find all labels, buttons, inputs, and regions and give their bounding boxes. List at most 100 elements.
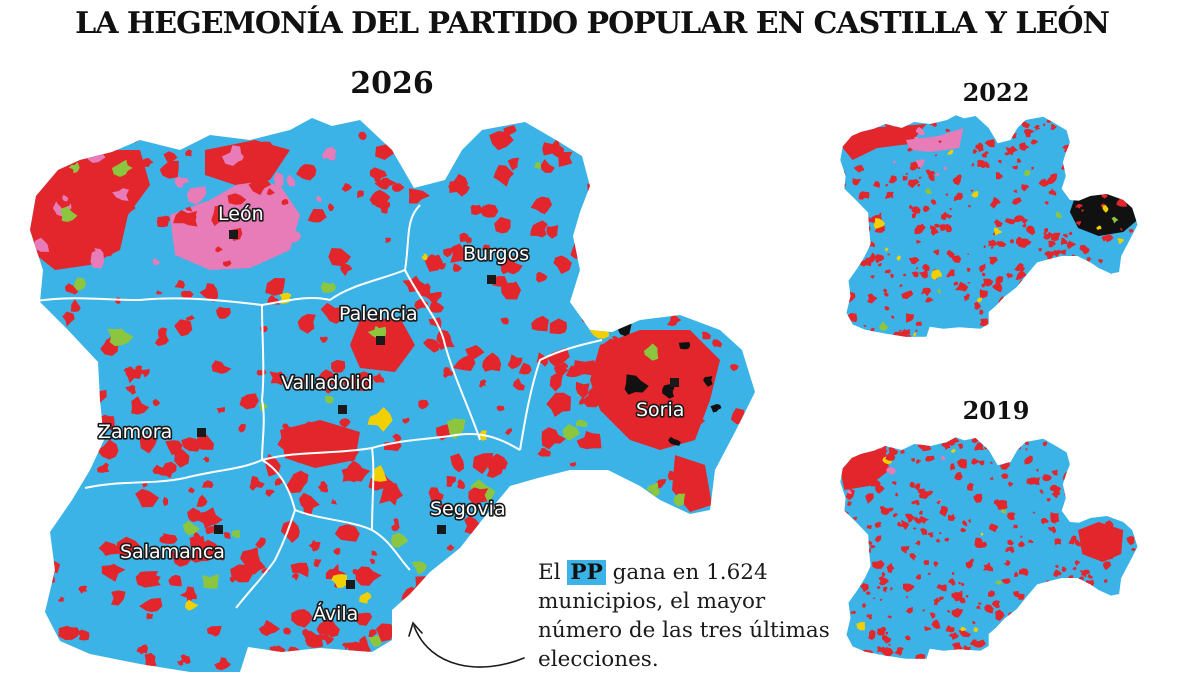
map-2022-municipality	[974, 301, 982, 310]
map-2026-municipality	[630, 530, 649, 547]
map-2019-municipality	[1005, 546, 1015, 554]
map-2026-municipality	[185, 206, 193, 212]
map-2026-municipality	[489, 453, 508, 470]
map-2019-municipality	[927, 447, 932, 451]
map-2022-municipality	[905, 313, 914, 323]
map-2026-municipality	[286, 174, 295, 187]
map-2019-municipality	[1078, 576, 1084, 581]
map-2022-municipality	[902, 175, 908, 181]
map-2019-municipality	[898, 519, 910, 530]
map-2022-municipality	[1132, 138, 1138, 145]
map-2026-municipality	[591, 159, 611, 179]
map-2019-municipality	[1010, 619, 1020, 626]
map-2022-municipality	[1079, 244, 1090, 255]
map-2019-municipality	[956, 458, 967, 469]
map-2026-municipality	[64, 283, 76, 295]
map-2026-municipality	[375, 125, 387, 138]
map-2019-municipality	[847, 501, 852, 507]
map-2022-municipality	[1075, 321, 1084, 328]
map-2019-municipality	[927, 572, 931, 575]
city-marker-burgos	[487, 275, 496, 284]
map-2026-municipality	[540, 159, 555, 173]
map-2022-municipality	[917, 183, 921, 188]
map-2019-municipality	[1089, 640, 1096, 646]
map-2026-municipality	[718, 522, 729, 533]
map-2019-municipality	[840, 564, 849, 573]
map-2022-municipality	[885, 183, 888, 187]
map-2019-municipality	[855, 552, 859, 556]
map-2022-municipality	[989, 196, 1001, 209]
map-2019-municipality	[1007, 539, 1014, 546]
map-2022-municipality	[947, 215, 952, 219]
map-2019-municipality	[1093, 606, 1101, 613]
map-2022-municipality	[1071, 318, 1079, 326]
map-2022-municipality	[998, 325, 1006, 332]
map-2022-municipality	[943, 166, 948, 170]
map-2022-municipality	[1088, 141, 1092, 144]
map-2019-municipality	[1087, 641, 1094, 649]
map-2019-municipality	[1079, 478, 1089, 489]
map-2026-municipality	[482, 352, 502, 372]
map-2026-municipality	[179, 586, 197, 605]
map-2019-municipality	[1132, 447, 1138, 452]
map-2026-municipality	[390, 532, 409, 548]
map-2022-municipality	[1119, 164, 1128, 174]
map-2026-municipality	[30, 429, 48, 449]
map-2022-municipality	[911, 206, 921, 214]
map-2022-municipality	[1050, 232, 1061, 242]
map-2019-municipality	[1079, 447, 1084, 452]
map-2022-municipality	[902, 273, 907, 277]
map-2019-municipality	[973, 627, 979, 633]
map-2026-municipality	[635, 222, 643, 230]
map-2022-municipality	[1004, 218, 1016, 225]
map-2026-municipality	[494, 216, 511, 234]
map-2026-municipality	[152, 464, 165, 475]
map-2022-municipality	[1024, 169, 1031, 177]
map-2022-municipality	[1005, 145, 1018, 156]
map-2019-municipality	[843, 570, 849, 576]
map-2026-municipality	[215, 246, 224, 253]
map-2026-municipality	[418, 282, 431, 298]
map-2022-municipality	[843, 236, 849, 242]
map-2026-municipality	[438, 632, 446, 643]
map-2019-municipality	[1001, 500, 1008, 508]
map-2026-municipality	[656, 129, 670, 141]
map-2026-municipality	[696, 390, 704, 398]
map-2019-municipality	[1114, 622, 1120, 628]
map-2022-municipality	[949, 207, 952, 211]
map-2026-municipality	[155, 290, 163, 295]
map-2019-municipality	[969, 639, 977, 646]
map-2026-municipality	[582, 487, 599, 503]
map-2026-municipality	[152, 258, 161, 266]
map-2026-municipality	[78, 585, 88, 594]
map-2019-municipality	[1035, 618, 1039, 622]
map-2022-municipality	[1098, 258, 1103, 264]
map-2026-municipality	[119, 203, 136, 216]
map-2026-municipality	[664, 193, 680, 210]
map-2026-municipality	[616, 182, 632, 196]
map-2026-municipality	[93, 173, 111, 186]
map-2026-municipality	[205, 128, 212, 134]
map-2026-municipality	[500, 255, 523, 275]
map-2026-municipality	[74, 122, 85, 130]
map-2019-municipality	[1043, 622, 1048, 627]
map-2026-municipality	[553, 541, 572, 557]
map-2026-municipality	[180, 290, 194, 299]
map-2019-municipality	[984, 604, 994, 614]
map-2022-municipality	[1063, 274, 1074, 283]
map-2019-municipality	[856, 621, 865, 631]
map-2026-municipality	[30, 400, 37, 414]
map-2026-municipality	[530, 220, 548, 238]
map-2019-municipality	[1051, 469, 1058, 476]
map-2022-municipality	[847, 258, 856, 265]
map-2026-municipality	[581, 311, 595, 323]
map-2019-municipality	[1111, 534, 1120, 543]
map-2019-municipality	[947, 609, 951, 613]
map-2026-municipality	[540, 542, 548, 554]
map-2026-municipality	[576, 470, 583, 476]
map-2026-municipality	[591, 306, 598, 313]
map-2022-municipality	[992, 282, 1003, 293]
map-2026-municipality	[450, 243, 470, 263]
city-marker-avila	[346, 580, 355, 589]
map-2022-municipality	[909, 161, 918, 171]
